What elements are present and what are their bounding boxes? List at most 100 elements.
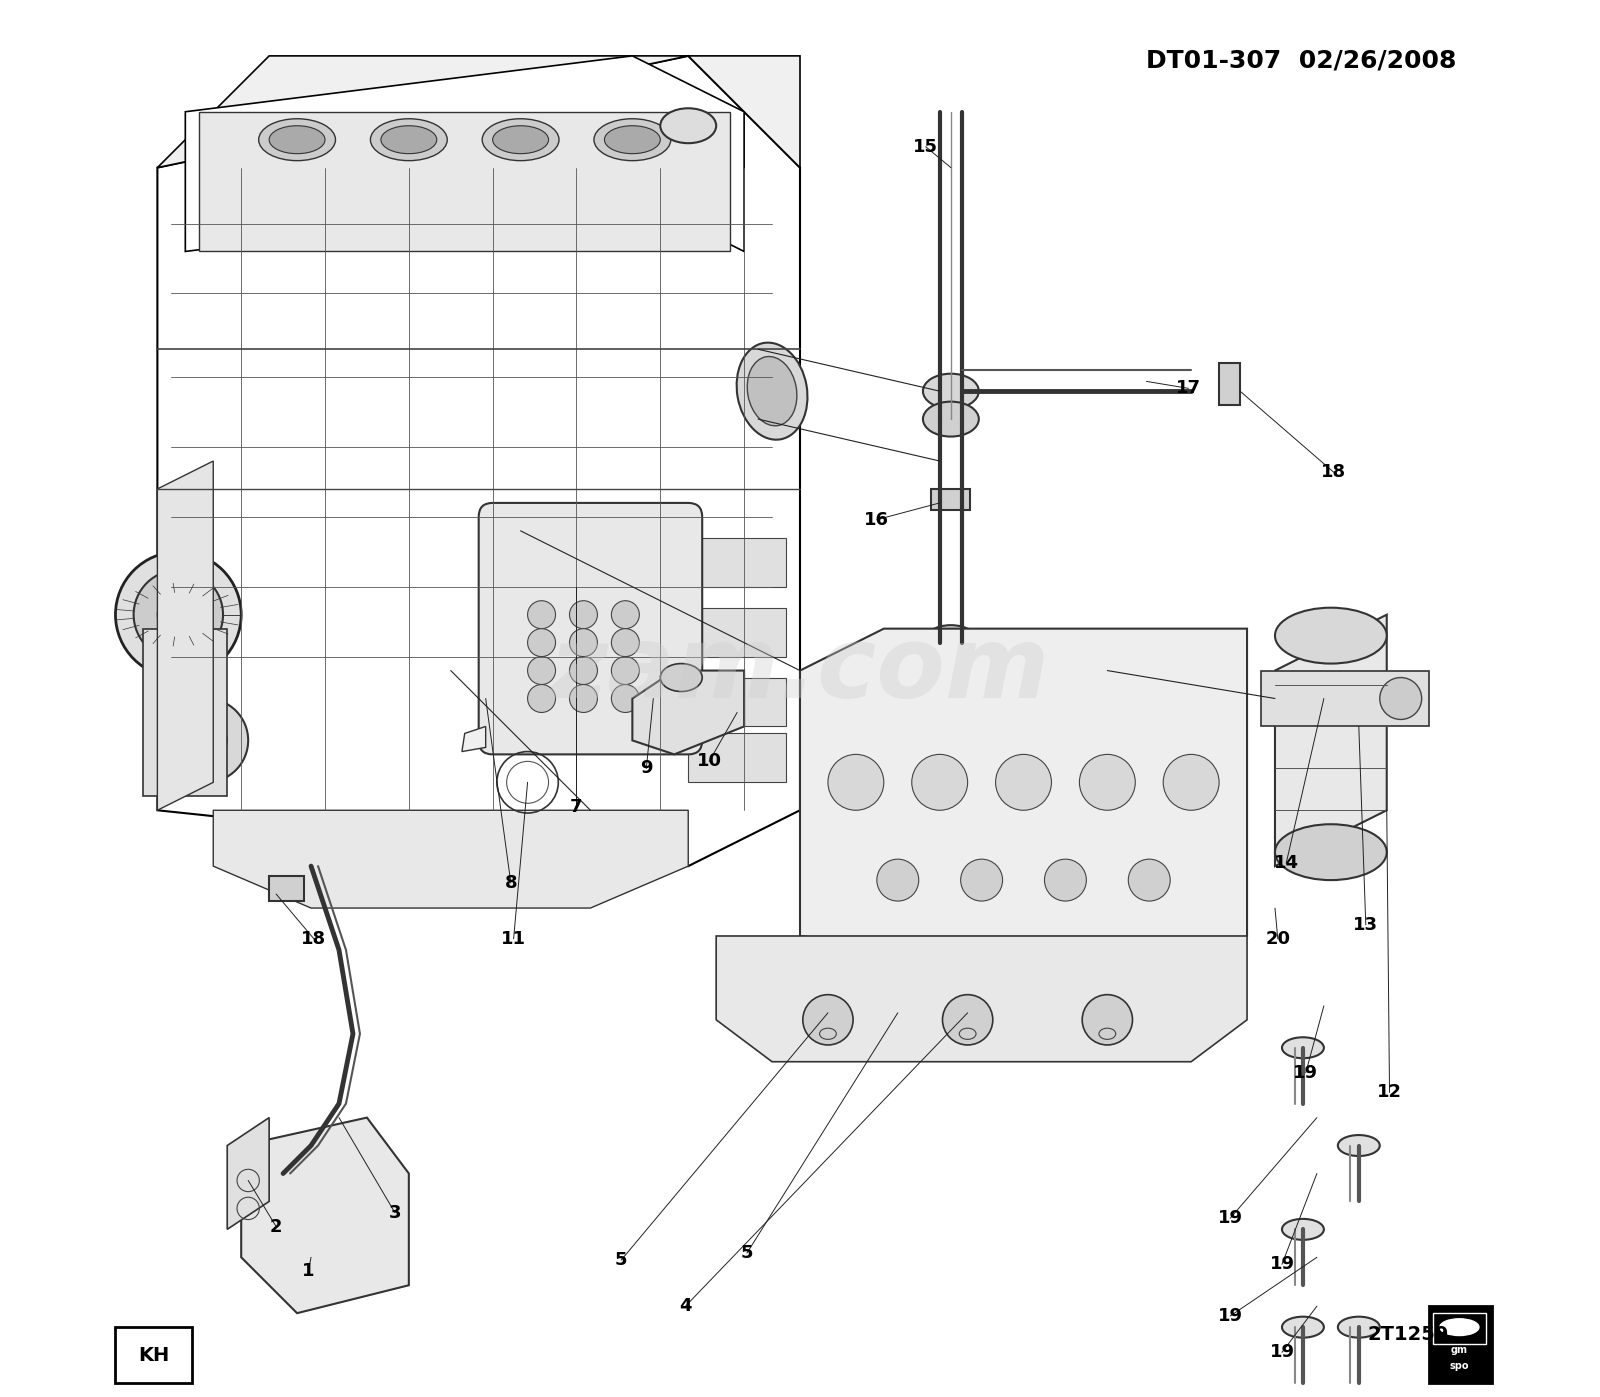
Text: 9: 9 (640, 760, 653, 777)
Circle shape (1163, 754, 1219, 810)
Circle shape (995, 754, 1051, 810)
Circle shape (528, 685, 555, 712)
Circle shape (528, 657, 555, 685)
Circle shape (912, 754, 968, 810)
Bar (115, 1327, 192, 1383)
Polygon shape (157, 461, 213, 810)
Circle shape (186, 719, 227, 761)
Text: 20: 20 (1266, 930, 1290, 947)
Circle shape (157, 594, 200, 636)
Polygon shape (717, 936, 1246, 1062)
Text: 19: 19 (1269, 1344, 1294, 1361)
Text: 13: 13 (1354, 916, 1378, 933)
Bar (688, 608, 786, 657)
Polygon shape (227, 1118, 269, 1229)
Circle shape (528, 601, 555, 629)
Text: 19: 19 (1218, 1210, 1243, 1227)
Circle shape (1045, 859, 1086, 901)
Ellipse shape (923, 402, 979, 436)
Circle shape (134, 570, 222, 659)
Circle shape (528, 629, 555, 657)
Ellipse shape (1338, 1134, 1379, 1157)
Circle shape (570, 629, 597, 657)
Ellipse shape (1338, 1316, 1379, 1338)
Bar (688, 733, 786, 782)
Circle shape (115, 552, 242, 678)
Text: 16: 16 (864, 511, 890, 528)
Bar (1429, 1306, 1491, 1383)
Polygon shape (242, 1118, 410, 1313)
Text: 5: 5 (741, 1245, 754, 1261)
Polygon shape (157, 56, 800, 168)
Circle shape (165, 698, 248, 782)
Text: 18: 18 (1322, 464, 1346, 481)
Text: 2: 2 (270, 1218, 282, 1235)
Text: zam.com: zam.com (550, 622, 1050, 719)
Circle shape (803, 995, 853, 1045)
Ellipse shape (736, 342, 808, 440)
Text: 7: 7 (570, 799, 582, 816)
Text: 19: 19 (1293, 1065, 1318, 1081)
Ellipse shape (259, 119, 336, 161)
Bar (1219, 363, 1240, 405)
Ellipse shape (923, 626, 979, 661)
Text: 19: 19 (1269, 1256, 1294, 1273)
Circle shape (960, 859, 1003, 901)
Bar (688, 538, 786, 587)
Circle shape (611, 629, 640, 657)
Text: 10: 10 (696, 753, 722, 770)
Bar (931, 489, 971, 510)
Polygon shape (462, 726, 486, 752)
Bar (688, 678, 786, 726)
Polygon shape (800, 629, 1246, 978)
Text: 2T1259: 2T1259 (1366, 1324, 1448, 1344)
Text: 4: 4 (678, 1298, 691, 1315)
Text: KH: KH (138, 1345, 170, 1365)
Circle shape (877, 859, 918, 901)
Text: gm: gm (1451, 1344, 1467, 1355)
Ellipse shape (1275, 608, 1387, 664)
FancyBboxPatch shape (478, 503, 702, 754)
Text: spo: spo (1450, 1361, 1469, 1372)
Ellipse shape (661, 664, 702, 692)
Circle shape (942, 995, 992, 1045)
Text: 12: 12 (1378, 1084, 1402, 1101)
Circle shape (611, 657, 640, 685)
Text: 11: 11 (501, 930, 526, 947)
Ellipse shape (1282, 1316, 1323, 1338)
Ellipse shape (605, 126, 661, 154)
Polygon shape (157, 56, 800, 866)
Ellipse shape (1275, 824, 1387, 880)
Text: 19: 19 (1218, 1308, 1243, 1324)
Text: 3: 3 (389, 1204, 402, 1221)
Polygon shape (632, 671, 744, 754)
Text: 5: 5 (614, 1252, 627, 1268)
Ellipse shape (1440, 1319, 1478, 1336)
Ellipse shape (371, 119, 448, 161)
Ellipse shape (1282, 1218, 1323, 1241)
Circle shape (1082, 995, 1133, 1045)
Text: 8: 8 (504, 875, 517, 891)
Bar (1261, 671, 1429, 726)
Bar (200, 112, 730, 251)
Text: 17: 17 (1176, 380, 1202, 397)
Text: 15: 15 (914, 138, 938, 155)
Polygon shape (186, 56, 744, 251)
Circle shape (1080, 754, 1136, 810)
Text: 18: 18 (301, 930, 326, 947)
Ellipse shape (747, 356, 797, 426)
Circle shape (611, 685, 640, 712)
Circle shape (570, 685, 597, 712)
Circle shape (570, 657, 597, 685)
Circle shape (827, 754, 883, 810)
Text: DT01-307  02/26/2008: DT01-307 02/26/2008 (1146, 49, 1456, 73)
Circle shape (1379, 678, 1422, 719)
Ellipse shape (594, 119, 670, 161)
Ellipse shape (482, 119, 558, 161)
Polygon shape (213, 810, 688, 908)
Circle shape (611, 601, 640, 629)
Ellipse shape (661, 109, 717, 144)
Bar (269, 876, 304, 901)
Polygon shape (1275, 615, 1387, 866)
Ellipse shape (493, 126, 549, 154)
